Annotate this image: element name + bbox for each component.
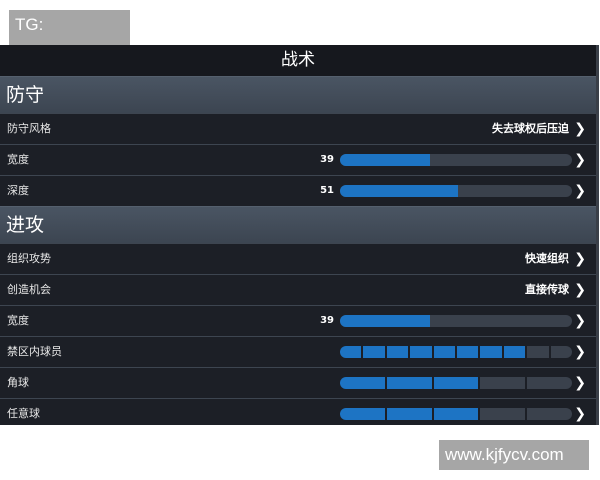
slider-bar[interactable] bbox=[340, 315, 572, 327]
watermark-bottom: www.kjfycv.com bbox=[439, 440, 589, 470]
setting-row[interactable]: 创造机会 直接传球 ❯ bbox=[0, 274, 596, 305]
segmented-bar[interactable] bbox=[340, 408, 572, 420]
setting-row[interactable]: 宽度 39 ❯ bbox=[0, 144, 596, 175]
bar-segment bbox=[527, 346, 549, 358]
chevron-right-icon[interactable]: ❯ bbox=[574, 344, 586, 360]
bar-segment bbox=[527, 408, 572, 420]
chevron-right-icon[interactable]: ❯ bbox=[574, 183, 586, 199]
bar-segment bbox=[363, 346, 385, 358]
bar-segment bbox=[480, 377, 526, 389]
setting-row[interactable]: 组织攻势 快速组织 ❯ bbox=[0, 243, 596, 274]
bar-segment bbox=[386, 377, 432, 389]
setting-number: 39 bbox=[320, 154, 334, 165]
setting-value: 快速组织 bbox=[525, 252, 569, 265]
setting-label: 组织攻势 bbox=[7, 252, 51, 265]
setting-row[interactable]: 禁区内球员 ❯ bbox=[0, 336, 596, 367]
setting-value: 直接传球 bbox=[525, 283, 569, 296]
setting-row[interactable]: 宽度 39 ❯ bbox=[0, 305, 596, 336]
bar-segment bbox=[457, 346, 479, 358]
setting-label: 角球 bbox=[7, 376, 29, 389]
chevron-right-icon[interactable]: ❯ bbox=[574, 121, 586, 137]
page-title: 战术 bbox=[0, 45, 596, 76]
bar-segment bbox=[503, 346, 526, 358]
bar-segment bbox=[340, 377, 385, 389]
bar-segment bbox=[480, 408, 526, 420]
bar-segment bbox=[340, 408, 385, 420]
chevron-right-icon[interactable]: ❯ bbox=[574, 406, 586, 422]
setting-label: 宽度 bbox=[7, 153, 29, 166]
slider-fill bbox=[340, 315, 431, 327]
setting-label: 创造机会 bbox=[7, 283, 51, 296]
slider-fill bbox=[340, 185, 459, 197]
slider-bar[interactable] bbox=[340, 185, 572, 197]
chevron-right-icon[interactable]: ❯ bbox=[574, 282, 586, 298]
segmented-bar[interactable] bbox=[340, 346, 572, 358]
segmented-bar[interactable] bbox=[340, 377, 572, 389]
chevron-right-icon[interactable]: ❯ bbox=[574, 251, 586, 267]
bar-segment bbox=[410, 346, 432, 358]
bar-segment bbox=[386, 346, 409, 358]
setting-label: 禁区内球员 bbox=[7, 345, 62, 358]
chevron-right-icon[interactable]: ❯ bbox=[574, 152, 586, 168]
bar-segment bbox=[433, 377, 479, 389]
setting-number: 39 bbox=[320, 315, 334, 326]
setting-number: 51 bbox=[320, 185, 334, 196]
setting-row[interactable]: 任意球 ❯ bbox=[0, 398, 596, 429]
setting-label: 宽度 bbox=[7, 314, 29, 327]
chevron-right-icon[interactable]: ❯ bbox=[574, 375, 586, 391]
setting-label: 深度 bbox=[7, 184, 29, 197]
slider-bar[interactable] bbox=[340, 154, 572, 166]
setting-value: 失去球权后压迫 bbox=[492, 122, 569, 135]
setting-label: 防守风格 bbox=[7, 122, 51, 135]
chevron-right-icon[interactable]: ❯ bbox=[574, 313, 586, 329]
setting-row[interactable]: 深度 51 ❯ bbox=[0, 175, 596, 206]
setting-row[interactable]: 防守风格 失去球权后压迫 ❯ bbox=[0, 113, 596, 144]
bar-segment bbox=[433, 346, 456, 358]
setting-label: 任意球 bbox=[7, 407, 40, 420]
bar-segment bbox=[527, 377, 572, 389]
bar-segment bbox=[386, 408, 432, 420]
section-defense-header: 防守 bbox=[0, 76, 596, 113]
bar-segment bbox=[480, 346, 502, 358]
bar-segment bbox=[340, 346, 362, 358]
tactics-panel: 战术 防守 防守风格 失去球权后压迫 ❯ 宽度 39 ❯ 深度 51 ❯ 进攻 组织攻势 快速组织… bbox=[0, 45, 599, 425]
slider-fill bbox=[340, 154, 431, 166]
setting-row[interactable]: 角球 ❯ bbox=[0, 367, 596, 398]
bar-segment bbox=[550, 346, 572, 358]
bar-segment bbox=[433, 408, 479, 420]
section-attack-header: 进攻 bbox=[0, 206, 596, 243]
